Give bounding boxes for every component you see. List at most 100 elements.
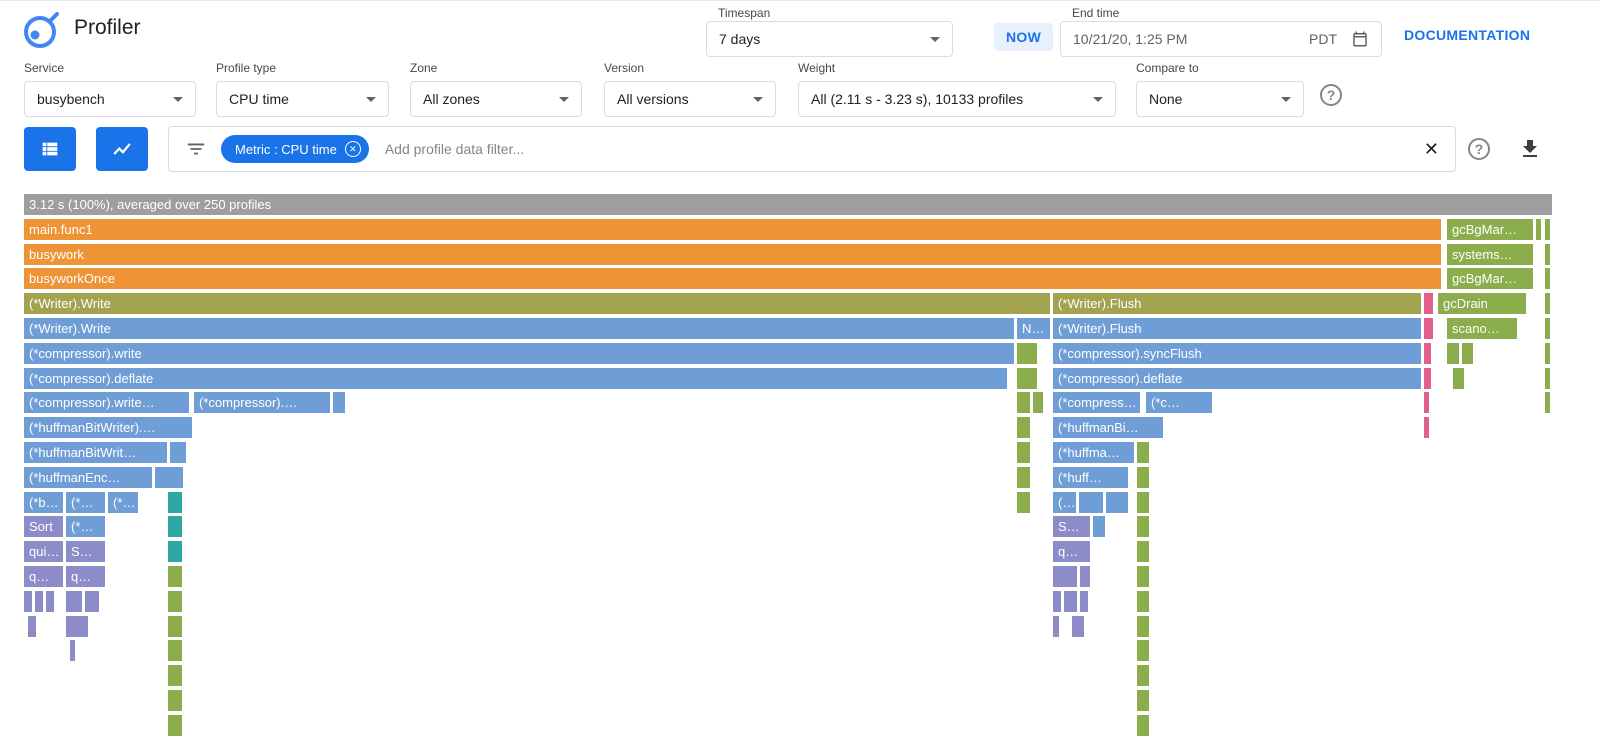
flame-bar[interactable] <box>66 590 82 612</box>
flame-bar[interactable] <box>1137 665 1149 687</box>
clear-filters-icon[interactable]: ✕ <box>1423 138 1439 159</box>
flame-bar[interactable]: gcBgMar… <box>1447 268 1533 290</box>
flame-bar[interactable] <box>70 640 75 662</box>
flame-bar[interactable] <box>168 516 182 538</box>
flame-bar[interactable] <box>1016 466 1030 488</box>
flame-bar[interactable] <box>45 590 54 612</box>
flame-bar[interactable] <box>1137 640 1149 662</box>
flame-bar[interactable] <box>168 640 182 662</box>
flame-bar[interactable]: (*… <box>108 491 138 513</box>
flame-bar[interactable] <box>168 690 182 711</box>
filter-select-service[interactable]: busybench <box>24 81 196 117</box>
flame-bar[interactable]: q… <box>1053 541 1090 563</box>
flame-bar[interactable] <box>1137 590 1149 612</box>
flame-bar[interactable] <box>1137 714 1149 736</box>
flame-bar[interactable] <box>168 615 182 637</box>
flame-bar[interactable]: gcDrain <box>1438 293 1526 315</box>
flame-bar[interactable]: gcBgMar… <box>1447 218 1533 240</box>
flame-bar[interactable] <box>1424 318 1433 339</box>
flame-bar[interactable]: (*Writer).Write <box>24 318 1014 339</box>
flame-bar[interactable] <box>66 615 88 637</box>
flame-bar[interactable] <box>1016 491 1030 513</box>
flame-bar[interactable]: (*Writer).Flush <box>1053 318 1421 339</box>
filter-select-profile-type[interactable]: CPU time <box>216 81 389 117</box>
flame-bar[interactable]: (*huff… <box>1053 466 1128 488</box>
flame-bar[interactable] <box>1137 442 1149 463</box>
documentation-link[interactable]: DOCUMENTATION <box>1404 27 1531 43</box>
flame-bar[interactable] <box>1545 367 1550 389</box>
flame-bar[interactable] <box>1424 392 1429 414</box>
flame-bar[interactable] <box>168 665 182 687</box>
help-icon[interactable]: ? <box>1468 138 1490 160</box>
flame-bar[interactable] <box>85 590 99 612</box>
flame-bar[interactable] <box>1545 392 1550 414</box>
flame-bar[interactable] <box>1033 392 1043 414</box>
flame-bar[interactable] <box>1080 566 1090 587</box>
flame-bar[interactable]: busyworkOnce <box>24 268 1441 290</box>
flame-bar[interactable] <box>1072 615 1084 637</box>
flame-bar[interactable]: (*huffma… <box>1053 442 1134 463</box>
flame-bar[interactable] <box>1137 690 1149 711</box>
flame-bar[interactable] <box>1424 342 1431 364</box>
flame-bar[interactable] <box>1424 293 1433 315</box>
flame-bar[interactable] <box>1453 367 1464 389</box>
flame-bar[interactable] <box>1064 590 1077 612</box>
help-icon[interactable]: ? <box>1320 84 1342 106</box>
flame-bar[interactable] <box>168 491 182 513</box>
flame-bar[interactable] <box>1053 566 1077 587</box>
flame-bar[interactable] <box>1545 218 1550 240</box>
flame-bar[interactable] <box>155 466 183 488</box>
flame-bar[interactable] <box>28 615 36 637</box>
download-icon[interactable] <box>1518 137 1542 161</box>
flame-bar[interactable] <box>1016 417 1030 439</box>
flame-bar[interactable]: main.func1 <box>24 218 1441 240</box>
flame-bar[interactable]: (*c… <box>1146 392 1212 414</box>
flame-bar[interactable]: (*Writer).Write <box>24 293 1050 315</box>
flame-bar[interactable] <box>168 714 182 736</box>
flame-bar[interactable] <box>168 541 182 563</box>
flame-bar[interactable] <box>1016 442 1030 463</box>
flame-bar[interactable]: (*compress… <box>1053 392 1140 414</box>
flame-bar[interactable] <box>1137 516 1149 538</box>
flame-bar[interactable]: (*… <box>66 491 105 513</box>
flame-bar[interactable] <box>1080 590 1088 612</box>
flame-bar[interactable]: scano… <box>1447 318 1517 339</box>
flame-bar[interactable] <box>168 566 182 587</box>
flame-bar[interactable]: busywork <box>24 243 1441 265</box>
flame-bar[interactable] <box>24 590 32 612</box>
flame-bar[interactable] <box>1137 491 1149 513</box>
end-time-field[interactable]: 10/21/20, 1:25 PM PDT <box>1060 21 1382 57</box>
metric-filter-chip[interactable]: Metric : CPU time ✕ <box>221 135 369 163</box>
flame-bar[interactable] <box>1447 342 1459 364</box>
flame-bar[interactable] <box>1545 243 1550 265</box>
flame-bar[interactable]: Sort <box>24 516 63 538</box>
flame-bar[interactable] <box>1424 417 1429 439</box>
flame-bar[interactable] <box>1137 541 1149 563</box>
flame-bar[interactable] <box>1016 392 1030 414</box>
flame-bar[interactable] <box>1545 342 1550 364</box>
list-view-button[interactable] <box>24 127 76 171</box>
flame-bar[interactable]: (*huffmanBi… <box>1053 417 1163 439</box>
filter-select-compare-to[interactable]: None <box>1136 81 1304 117</box>
flame-bar[interactable] <box>1053 590 1061 612</box>
flame-bar[interactable] <box>1137 466 1149 488</box>
flame-bar[interactable] <box>1106 491 1128 513</box>
flame-bar[interactable] <box>1462 342 1473 364</box>
flame-bar[interactable]: (*compressor).deflate <box>1053 367 1421 389</box>
flame-bar[interactable]: (*… <box>66 516 105 538</box>
flame-bar[interactable]: (*Writer).Flush <box>1053 293 1421 315</box>
flame-bar[interactable]: (*compressor).write… <box>24 392 189 414</box>
flame-bar[interactable]: (*huffmanBitWrit… <box>24 442 167 463</box>
flame-bar[interactable] <box>1137 615 1149 637</box>
flame-bar[interactable]: (*b… <box>24 491 63 513</box>
flame-bar[interactable]: (*compressor).deflate <box>24 367 1007 389</box>
chip-remove-icon[interactable]: ✕ <box>344 141 361 157</box>
flame-bar[interactable]: (… <box>1053 491 1076 513</box>
flame-bar[interactable] <box>1079 491 1103 513</box>
flame-bar[interactable] <box>1016 342 1037 364</box>
flame-bar[interactable] <box>1545 293 1550 315</box>
flame-bar[interactable]: N… <box>1016 318 1050 339</box>
flame-bar[interactable]: q… <box>24 566 63 587</box>
end-time-value[interactable]: 10/21/20, 1:25 PM <box>1073 31 1188 47</box>
flame-bar[interactable] <box>34 590 43 612</box>
